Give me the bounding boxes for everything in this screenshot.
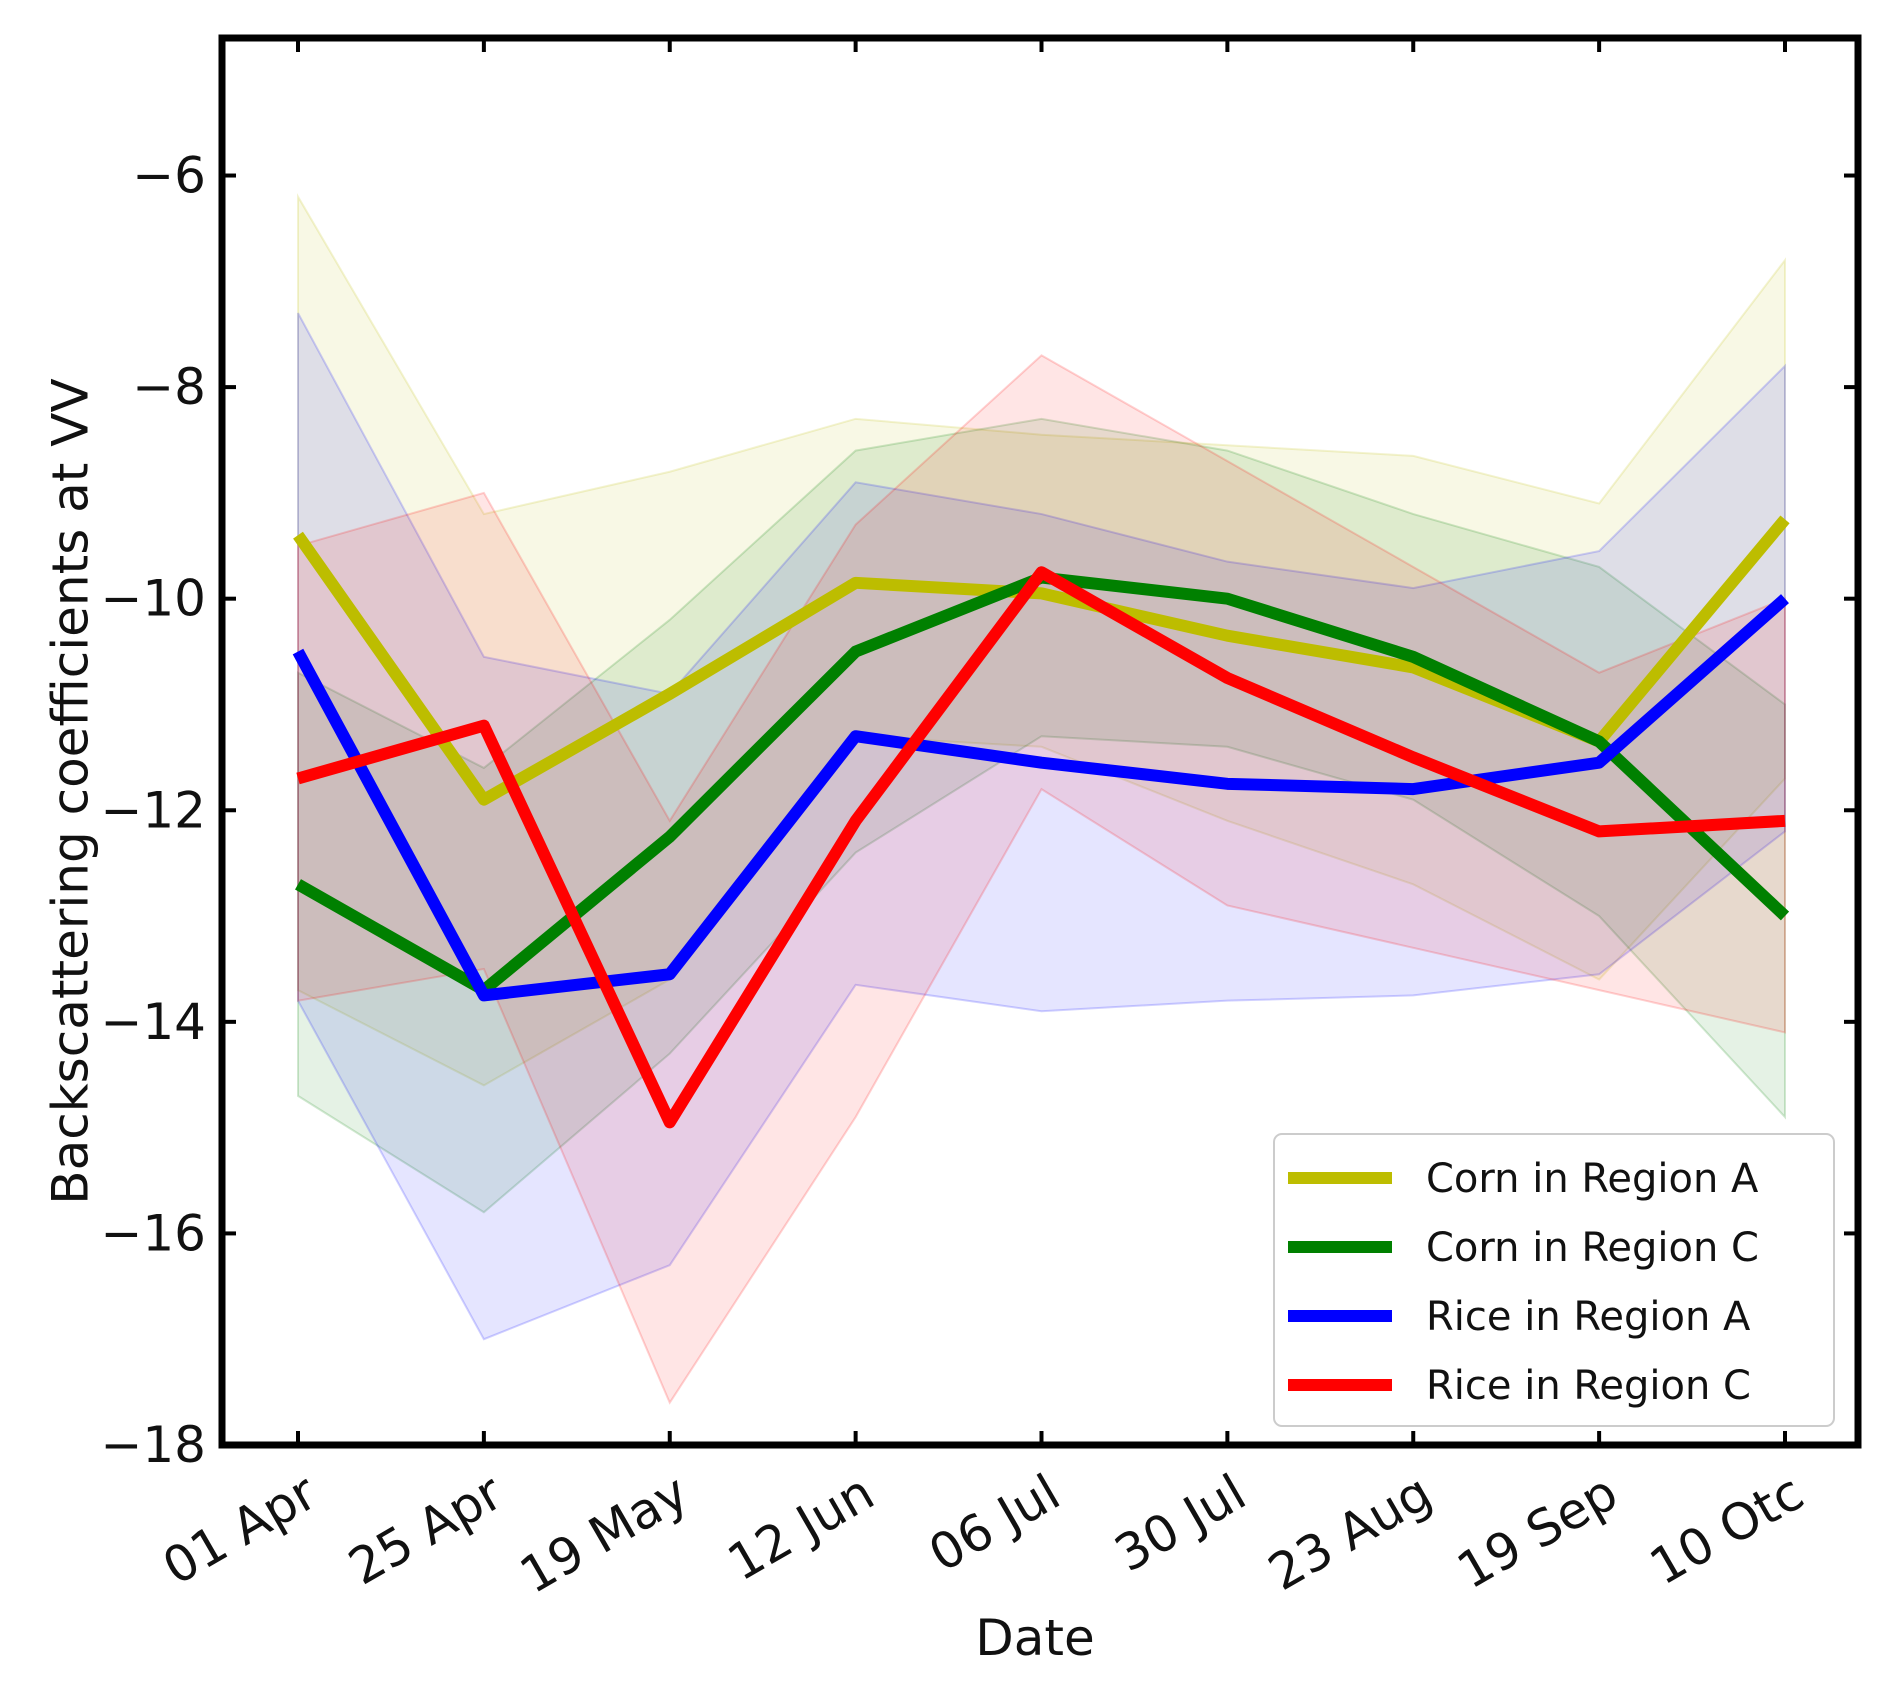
y-tick-label: −8 <box>132 358 206 416</box>
x-tick-label: 23 Aug <box>1259 1463 1441 1602</box>
confidence-bands <box>297 192 1786 1405</box>
x-tick-label: 25 Apr <box>339 1463 512 1596</box>
series-lines <box>292 515 1790 1129</box>
y-tick-label: −12 <box>100 781 206 839</box>
x-tick-label: 12 Jun <box>718 1463 884 1592</box>
x-tick-label: 19 Sep <box>1448 1463 1627 1600</box>
y-tick-label: −14 <box>100 993 206 1051</box>
x-tick-label: 10 Otc <box>1640 1463 1813 1596</box>
y-tick-label: −18 <box>100 1416 206 1474</box>
legend: Corn in Region A Corn in Region C Rice in … <box>1273 1133 1835 1427</box>
x-tick-label: 06 Jul <box>919 1463 1069 1583</box>
y-tick-label: −16 <box>100 1204 206 1262</box>
band-3 <box>297 312 1786 1341</box>
legend-box <box>1273 1133 1835 1427</box>
legend-label: Rice in Region C <box>1426 1363 1751 1409</box>
y-axis-label: Backscattering coefficients at VV <box>42 378 100 1204</box>
x-axis-label: Date <box>975 1609 1095 1667</box>
y-tick-label: −10 <box>100 570 206 628</box>
legend-label: Corn in Region C <box>1426 1225 1759 1271</box>
legend-label: Corn in Region A <box>1426 1156 1759 1202</box>
x-tick-label: 01 Apr <box>153 1463 326 1596</box>
band-4 <box>297 354 1786 1405</box>
y-axis-ticks: −18 −16 −14 −12 −10 −8 −6 <box>100 147 1858 1474</box>
series-line-3 <box>292 594 1789 1002</box>
y-tick-label: −6 <box>132 147 206 205</box>
series-line-4 <box>296 566 1786 1129</box>
x-tick-label: 19 May <box>510 1463 697 1605</box>
x-tick-label: 30 Jul <box>1105 1463 1255 1583</box>
legend-label: Rice in Region A <box>1426 1294 1751 1340</box>
band-2 <box>297 417 1786 1214</box>
